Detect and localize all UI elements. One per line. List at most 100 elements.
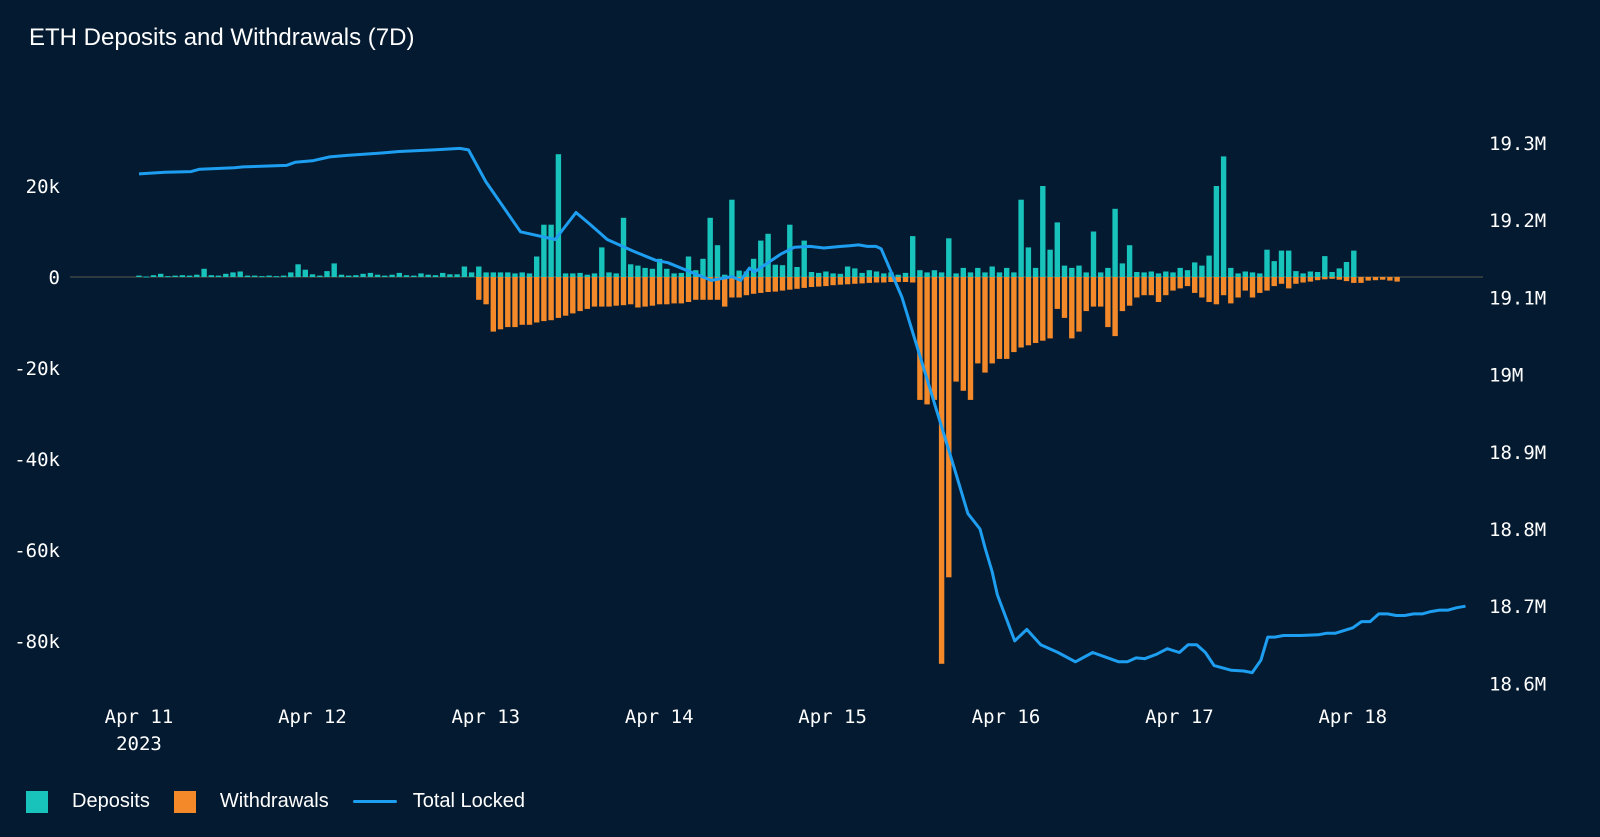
left-axis: 20k 0 -20k -40k -60k -80k bbox=[14, 176, 60, 653]
deposit-bar bbox=[1351, 250, 1357, 277]
withdrawal-bar bbox=[1061, 277, 1068, 318]
withdrawal-bar bbox=[881, 277, 887, 283]
withdrawal-bar bbox=[685, 277, 692, 302]
withdrawal-bar bbox=[931, 277, 938, 400]
withdrawal-bar bbox=[541, 277, 547, 322]
deposit-bar bbox=[201, 268, 207, 277]
deposit-bar bbox=[707, 217, 713, 277]
withdrawal-bar bbox=[1271, 277, 1277, 287]
withdrawal-bar bbox=[1372, 277, 1379, 281]
deposit-bar bbox=[136, 275, 142, 277]
deposit-bar bbox=[635, 265, 641, 277]
deposit-bar bbox=[526, 273, 533, 277]
withdrawal-bar bbox=[1192, 277, 1198, 293]
deposit-bar bbox=[1213, 186, 1220, 277]
deposit-bar bbox=[584, 274, 590, 277]
withdrawal-bar bbox=[1004, 277, 1010, 359]
withdrawal-bar bbox=[562, 277, 569, 316]
deposit-bar bbox=[411, 275, 417, 277]
withdrawal-bar bbox=[873, 277, 880, 283]
deposit-bar bbox=[982, 272, 988, 277]
withdrawal-bar bbox=[917, 277, 923, 400]
withdrawal-bar bbox=[606, 277, 612, 307]
deposit-bar bbox=[403, 275, 410, 277]
deposit-bar bbox=[317, 275, 323, 277]
deposit-bar bbox=[1329, 272, 1335, 277]
withdrawal-bar bbox=[1025, 277, 1032, 346]
deposit-bar bbox=[1032, 267, 1039, 277]
deposit-bar bbox=[808, 272, 815, 277]
deposit-bar bbox=[1061, 265, 1068, 277]
deposit-bar bbox=[273, 276, 280, 278]
left-axis-tick-label: -80k bbox=[14, 631, 60, 653]
deposit-bar bbox=[519, 272, 525, 277]
legend-item-withdrawals[interactable]: Withdrawals bbox=[173, 790, 329, 813]
deposit-bar bbox=[931, 270, 938, 277]
deposit-bar bbox=[700, 258, 706, 277]
withdrawal-bar bbox=[830, 277, 836, 286]
deposit-bar bbox=[794, 267, 800, 277]
withdrawal-bar bbox=[772, 277, 778, 292]
withdrawal-bar bbox=[649, 277, 656, 306]
withdrawal-bar bbox=[1213, 277, 1220, 305]
withdrawal-bar bbox=[816, 277, 822, 287]
deposit-bar bbox=[237, 271, 243, 277]
right-axis-tick-label: 19M bbox=[1489, 365, 1523, 387]
deposit-bar bbox=[1011, 272, 1017, 277]
deposit-bar bbox=[454, 274, 460, 277]
left-axis-tick-label: -60k bbox=[14, 540, 60, 562]
withdrawal-bar bbox=[548, 277, 554, 321]
legend-item-total-locked[interactable]: Total Locked bbox=[352, 790, 525, 813]
left-axis-tick-label: -40k bbox=[14, 449, 60, 471]
withdrawal-bar bbox=[635, 277, 641, 308]
withdrawal-bar bbox=[910, 277, 916, 283]
deposit-bar bbox=[866, 270, 872, 277]
deposit-bar bbox=[367, 272, 374, 277]
withdrawal-bar bbox=[1387, 277, 1393, 281]
withdrawal-bar bbox=[505, 277, 511, 328]
withdrawal-bar bbox=[1184, 277, 1191, 287]
deposit-bar bbox=[591, 273, 598, 277]
withdrawal-bar bbox=[946, 277, 952, 578]
right-axis-tick-label: 18.8M bbox=[1489, 519, 1546, 541]
deposit-bar bbox=[599, 247, 605, 277]
deposit-bar bbox=[570, 273, 576, 277]
deposit-bar bbox=[946, 238, 952, 277]
legend-item-deposits[interactable]: Deposits bbox=[26, 790, 150, 813]
deposit-bar bbox=[678, 272, 684, 277]
withdrawal-bar bbox=[714, 277, 721, 300]
deposit-bar bbox=[758, 240, 764, 277]
withdrawal-bar bbox=[924, 277, 930, 405]
x-axis: Apr 11 2023 Apr 12 Apr 13 Apr 14 Apr 15 Apr 16… bbox=[105, 706, 1387, 755]
deposit-bar bbox=[483, 272, 489, 277]
deposit-bar bbox=[960, 267, 966, 277]
deposit-bar bbox=[244, 275, 251, 277]
deposit-bar bbox=[1025, 247, 1032, 277]
withdrawal-bar bbox=[1293, 277, 1299, 284]
withdrawal-bar bbox=[808, 277, 815, 287]
deposit-bar bbox=[172, 275, 178, 277]
withdrawal-bar bbox=[1155, 277, 1162, 302]
withdrawal-bar bbox=[1119, 277, 1126, 312]
deposit-bar bbox=[722, 274, 728, 277]
deposit-bar bbox=[302, 269, 308, 277]
withdrawal-bar bbox=[1278, 277, 1285, 284]
x-axis-year-label: 2023 bbox=[116, 733, 162, 755]
x-axis-tick-label: Apr 16 bbox=[972, 706, 1041, 728]
withdrawal-bar bbox=[584, 277, 590, 309]
x-axis-tick-label: Apr 15 bbox=[798, 706, 867, 728]
deposit-bar bbox=[158, 273, 164, 277]
total-locked-line-icon bbox=[352, 800, 397, 803]
deposit-bar bbox=[1040, 186, 1046, 277]
deposit-bar bbox=[873, 271, 880, 277]
total-locked-line bbox=[138, 146, 1466, 675]
deposit-bar bbox=[541, 224, 547, 277]
withdrawal-bar bbox=[1040, 277, 1046, 341]
withdrawal-bar bbox=[1206, 277, 1212, 302]
withdrawal-bar bbox=[599, 277, 605, 307]
deposit-bar bbox=[461, 266, 468, 277]
deposit-bar bbox=[938, 272, 945, 277]
deposit-bar bbox=[331, 263, 337, 277]
withdrawal-bar bbox=[736, 277, 742, 298]
deposit-bar bbox=[266, 275, 272, 277]
